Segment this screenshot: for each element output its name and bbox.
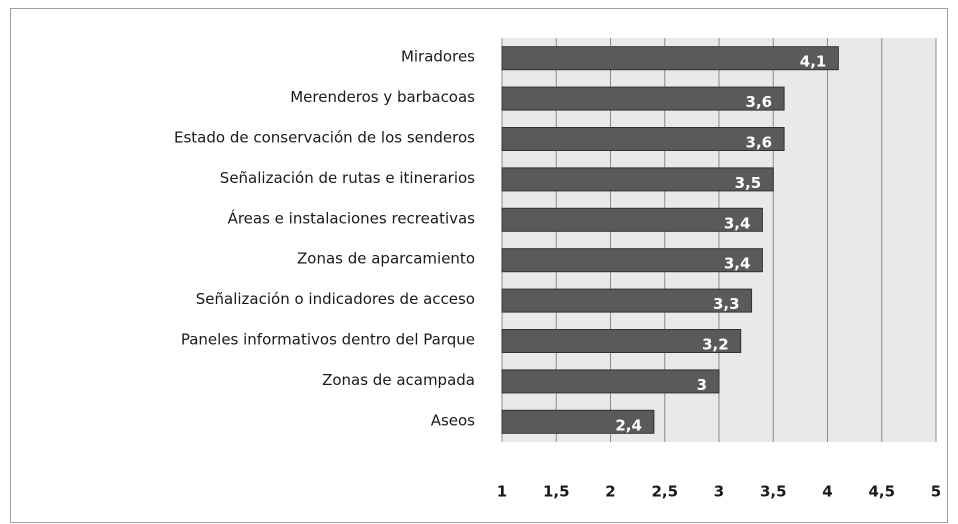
bar [501,167,774,192]
value-label: 3,4 [724,214,751,232]
bar [501,86,785,111]
x-tick-label: 3 [714,483,724,501]
value-label: 3,6 [746,93,773,111]
bar [501,409,655,434]
bar [501,369,720,394]
value-label: 3,6 [746,134,773,152]
value-label: 3,3 [713,295,740,313]
y-tick-label: Zonas de aparcamiento [297,250,475,268]
x-tick-label: 1,5 [543,483,570,501]
value-label: 4,1 [800,53,827,71]
bar [501,207,763,232]
bar [501,127,785,151]
bar [501,329,742,353]
y-tick-label: Señalización de rutas e itinerarios [220,169,475,187]
y-tick-label: Aseos [431,411,475,429]
value-label: 2,4 [615,416,642,434]
x-tick-label: 3,5 [760,483,787,501]
y-tick-label: Áreas e instalaciones recreativas [228,208,476,227]
y-tick-label: Merenderos y barbacoas [290,88,475,106]
y-tick-label: Miradores [401,48,475,66]
y-tick-label: Paneles informativos dentro del Parque [181,331,475,349]
x-tick-label: 1 [497,483,507,501]
y-tick-label: Zonas de acampada [322,371,475,389]
y-tick-label: Estado de conservación de los senderos [174,129,475,147]
x-tick-label: 4 [822,483,832,501]
x-tick-label: 2 [605,483,615,501]
bar [501,46,839,71]
x-tick-label: 4,5 [868,483,895,501]
x-tick-label: 2,5 [651,483,678,501]
value-label: 3,4 [724,255,751,273]
value-label: 3,5 [735,174,762,192]
bar [501,288,753,313]
y-tick-label: Señalización o indicadores de acceso [196,290,475,308]
value-label: 3,2 [702,336,729,354]
bar [501,248,763,273]
value-label: 3 [697,376,707,394]
x-tick-label: 5 [931,483,941,501]
